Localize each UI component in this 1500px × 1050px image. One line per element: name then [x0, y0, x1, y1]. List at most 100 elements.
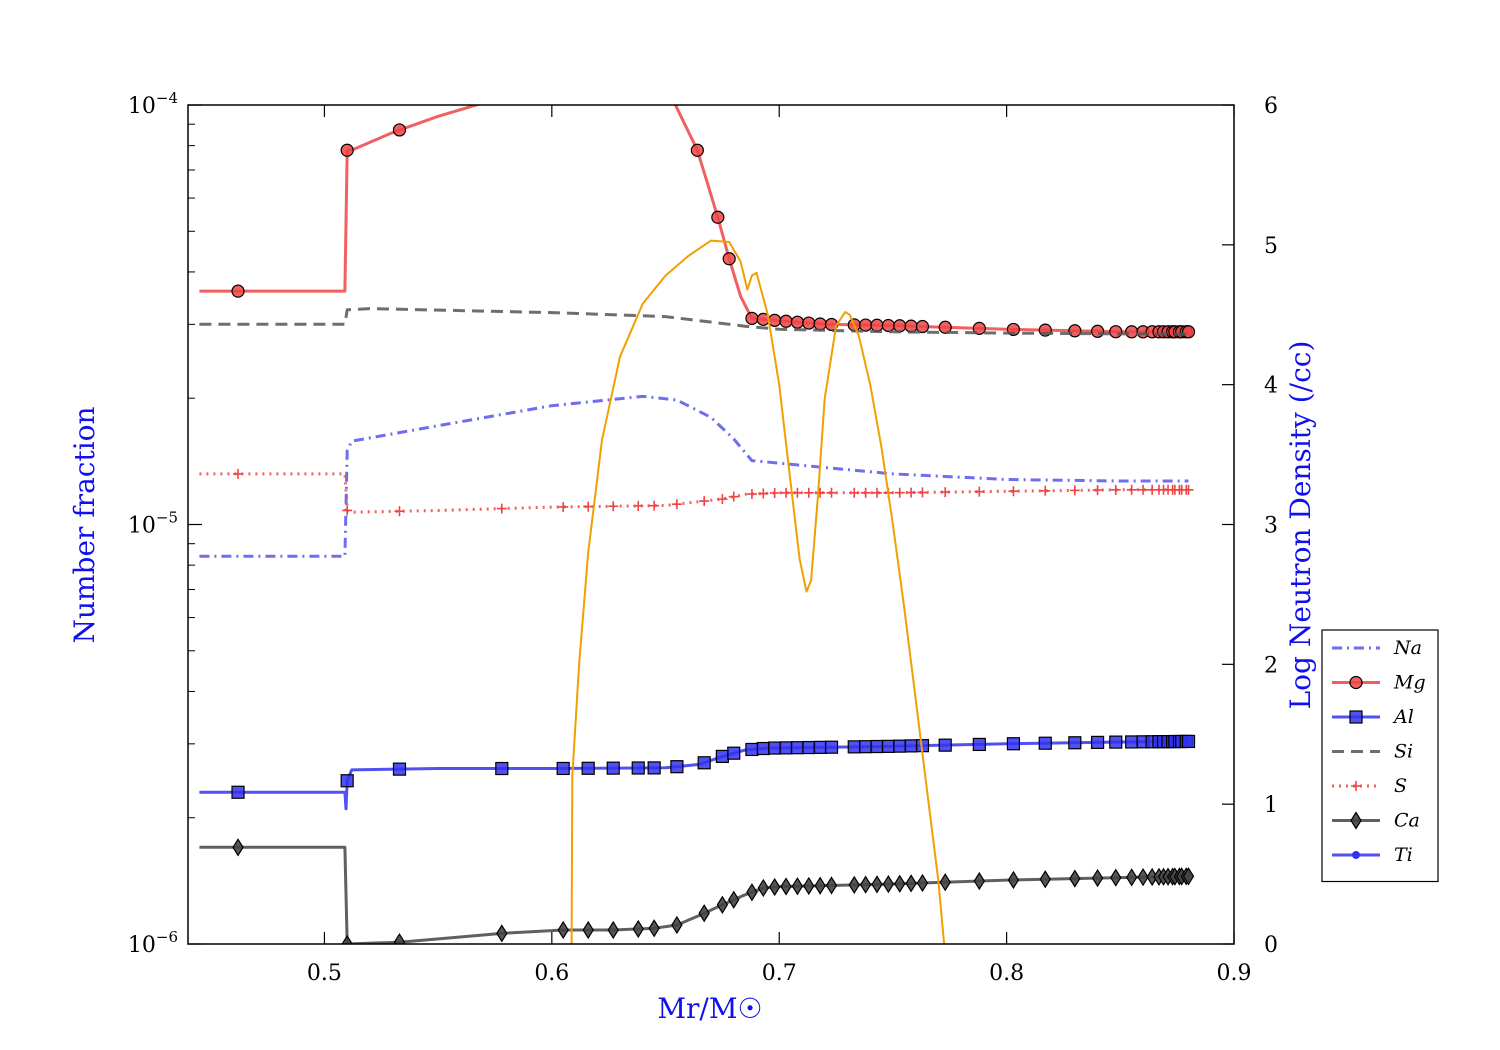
series-point-s [1138, 484, 1149, 495]
series-point-s [871, 487, 882, 498]
series-line-neutron-density [570, 239, 946, 944]
series-point-mg [1109, 325, 1123, 339]
series-point-mg [881, 318, 895, 333]
series-point-al [824, 740, 839, 754]
series-point-ca [393, 933, 406, 944]
series-point-al [1125, 735, 1139, 749]
series-point-s [1069, 485, 1080, 496]
series-point-ca [496, 924, 508, 943]
y-right-tick-label: 4 [1264, 374, 1278, 399]
series-point-ca [1182, 867, 1195, 886]
legend: Na Mg Al Si S Ca Ti [1321, 629, 1439, 883]
y-right-tick-label: 5 [1264, 234, 1278, 259]
series-point-ca [871, 875, 883, 894]
series-point-mg [392, 123, 407, 137]
series-line-ca [199, 845, 1189, 944]
series-point-ca [607, 920, 619, 940]
series-point-ca [859, 875, 872, 894]
series-point-ca [632, 919, 644, 939]
series-point-ca [1007, 870, 1020, 890]
series-point-s [496, 503, 507, 514]
y-axis-left-title: Number fraction [68, 406, 101, 643]
series-point-s [1110, 484, 1121, 495]
series-point-s [728, 491, 739, 502]
series-point-al [893, 739, 907, 753]
series-point-mg [1181, 325, 1196, 339]
series-point-mg [915, 319, 930, 334]
series-point-ca [746, 883, 758, 902]
series-point-s [1092, 485, 1103, 496]
series-point-ca [1110, 868, 1122, 887]
series-point-s [1183, 484, 1194, 495]
series-point-ca [791, 877, 804, 896]
series-point-al [779, 741, 793, 755]
series-point-s [746, 489, 757, 500]
series-point-al [802, 740, 816, 755]
series-point-al [556, 761, 570, 776]
series-point-ca [1069, 869, 1081, 888]
series-point-s [394, 506, 405, 517]
series-point-mg [1125, 325, 1139, 339]
series-point-s [940, 487, 951, 498]
series-point-al [631, 761, 645, 775]
legend-label-al: Al [1392, 706, 1414, 728]
series-line-na [199, 394, 1189, 558]
series-line-si [199, 307, 1189, 336]
legend-marker-al [1349, 710, 1363, 724]
series-point-ca [1091, 868, 1104, 888]
series-point-al [756, 741, 770, 756]
series-point-mg [779, 314, 793, 328]
series-point-al [1038, 736, 1052, 750]
legend-marker-mg [1349, 675, 1363, 690]
series-point-ca [728, 890, 740, 909]
series-point-al [813, 740, 827, 754]
series-point-al [581, 761, 595, 775]
series-point-s [342, 505, 353, 516]
series-point-ca [757, 878, 770, 898]
series-point-al [870, 739, 884, 754]
x-tick-label: 0.7 [762, 961, 797, 986]
legend-box [1321, 629, 1439, 883]
series-point-ca [894, 874, 906, 893]
series-point-al [340, 774, 354, 788]
series-point-al [670, 760, 684, 774]
series-group [199, 105, 1196, 944]
series-point-ca [803, 876, 815, 896]
series-point-s [233, 468, 244, 479]
x-tick-label: 0.6 [534, 961, 569, 986]
series-point-ca [916, 873, 929, 893]
series-point-ca [557, 920, 569, 940]
series-point-s [974, 486, 985, 497]
y-axis-right-title: Log Neutron Density (/cc) [1284, 341, 1317, 710]
series-point-al [768, 741, 782, 755]
series-point-al [231, 785, 245, 799]
legend-label-ca: Ca [1394, 810, 1420, 832]
y-left-tick-label: 10−5 [128, 509, 178, 539]
series-point-al [647, 761, 661, 775]
y-right-tick-label: 6 [1264, 94, 1278, 119]
series-point-s [558, 501, 569, 512]
legend-label-si: Si [1394, 741, 1413, 763]
series-point-s [803, 487, 814, 498]
series-point-mg [802, 316, 816, 330]
series-point-ca [768, 877, 781, 897]
series-point-s [769, 488, 780, 499]
legend-marker-ti [1352, 851, 1360, 859]
series-point-s [906, 487, 917, 498]
series-point-s [633, 500, 644, 511]
series-point-al [495, 761, 509, 776]
series-point-mg [1090, 324, 1105, 338]
series-point-ca [939, 873, 951, 892]
series-point-al [790, 741, 805, 755]
series-point-al [697, 756, 711, 770]
x-tick-label: 0.9 [1217, 961, 1252, 986]
series-point-s [1126, 484, 1137, 495]
x-tick-label: 0.5 [307, 961, 342, 986]
series-point-mg [904, 319, 918, 333]
series-point-al [1109, 735, 1123, 749]
series-point-al [715, 749, 729, 764]
series-point-al [972, 737, 986, 752]
legend-label-mg: Mg [1393, 672, 1426, 694]
series-point-ca [973, 871, 986, 891]
